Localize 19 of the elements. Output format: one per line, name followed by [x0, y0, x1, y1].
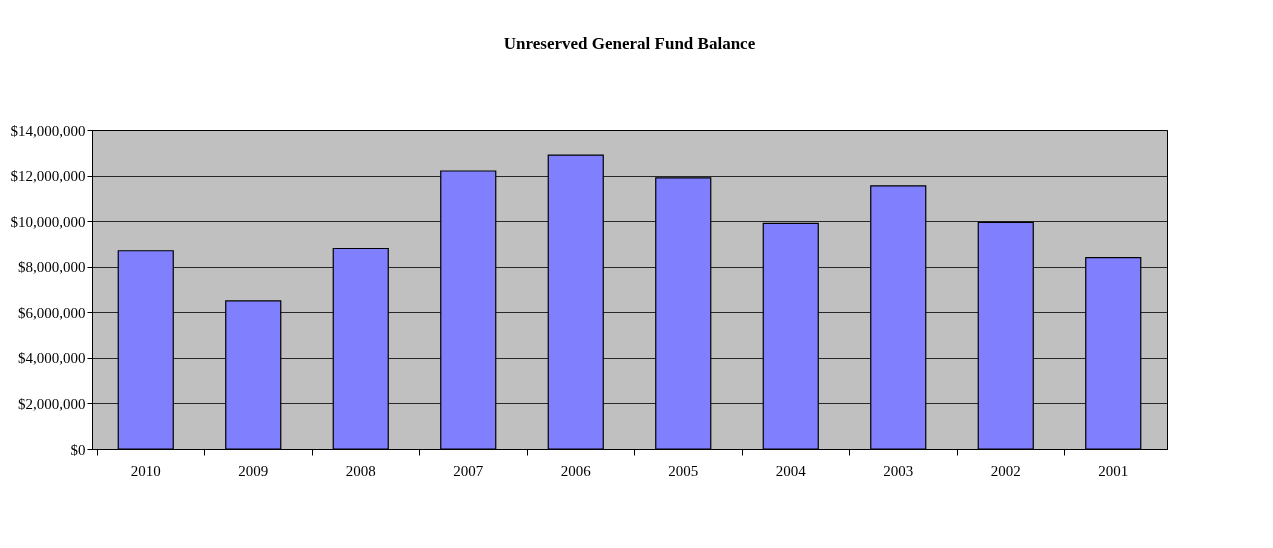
- x-tick-label: 2003: [883, 462, 914, 479]
- x-tick-label: 2001: [1098, 462, 1129, 479]
- y-tick-label: $2,000,000: [18, 395, 86, 412]
- x-tick-label: 2006: [560, 462, 592, 479]
- y-tick-label: $4,000,000: [18, 350, 86, 367]
- y-tick-label: $14,000,000: [10, 122, 86, 139]
- y-tick-label: $0: [70, 441, 86, 458]
- x-tick-label: 2010: [130, 462, 161, 479]
- x-tick-label: 2007: [453, 462, 484, 479]
- x-tick-label: 2004: [775, 462, 807, 479]
- y-tick-label: $10,000,000: [10, 213, 86, 230]
- y-tick-label: $12,000,000: [10, 168, 86, 185]
- x-tick-label: 2008: [345, 462, 376, 479]
- chart-title: Unreserved General Fund Balance: [503, 34, 756, 53]
- x-tick-label: 2005: [668, 462, 699, 479]
- y-tick-label: $8,000,000: [18, 259, 86, 276]
- x-tick-label: 2009: [238, 462, 269, 479]
- x-tick-label: 2002: [990, 462, 1021, 479]
- y-tick-label: $6,000,000: [18, 304, 86, 321]
